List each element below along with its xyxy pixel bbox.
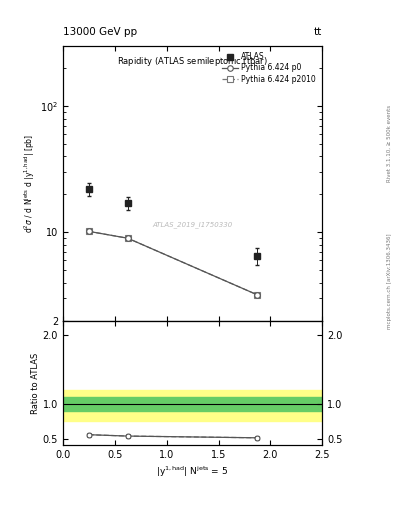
Legend: ATLAS, Pythia 6.424 p0, Pythia 6.424 p2010: ATLAS, Pythia 6.424 p0, Pythia 6.424 p20…	[219, 50, 318, 86]
Text: ATLAS_2019_I1750330: ATLAS_2019_I1750330	[152, 221, 233, 228]
Text: Rivet 3.1.10, ≥ 500k events: Rivet 3.1.10, ≥ 500k events	[387, 105, 391, 182]
Line: Pythia 6.424 p2010: Pythia 6.424 p2010	[86, 228, 260, 297]
Bar	[63, 397, 322, 411]
Text: tt: tt	[314, 27, 322, 37]
Pythia 6.424 p0	[255, 292, 260, 298]
Text: mcplots.cern.ch [arXiv:1306.3436]: mcplots.cern.ch [arXiv:1306.3436]	[387, 234, 391, 329]
Text: Rapidity (ATLAS semileptonic t$\bar{\mathrm{t}}$bar): Rapidity (ATLAS semileptonic t$\bar{\mat…	[117, 54, 268, 69]
Pythia 6.424 p2010	[125, 235, 130, 241]
Pythia 6.424 p2010	[86, 228, 91, 234]
Pythia 6.424 p0	[86, 228, 91, 234]
Bar	[63, 390, 322, 421]
Text: 13000 GeV pp: 13000 GeV pp	[63, 27, 137, 37]
X-axis label: $|\mathrm{y^{1,had}}|$ $\mathrm{N^{jets}}$ = 5: $|\mathrm{y^{1,had}}|$ $\mathrm{N^{jets}…	[156, 464, 229, 479]
Line: Pythia 6.424 p0: Pythia 6.424 p0	[86, 228, 260, 297]
Pythia 6.424 p2010	[255, 292, 260, 298]
Pythia 6.424 p0	[125, 235, 130, 241]
Y-axis label: d$^2\sigma$ / d $\mathrm{N^{jets}}$ d $|\mathrm{y^{1,had}}|$ [pb]: d$^2\sigma$ / d $\mathrm{N^{jets}}$ d $|…	[23, 134, 37, 233]
Y-axis label: Ratio to ATLAS: Ratio to ATLAS	[31, 352, 40, 414]
